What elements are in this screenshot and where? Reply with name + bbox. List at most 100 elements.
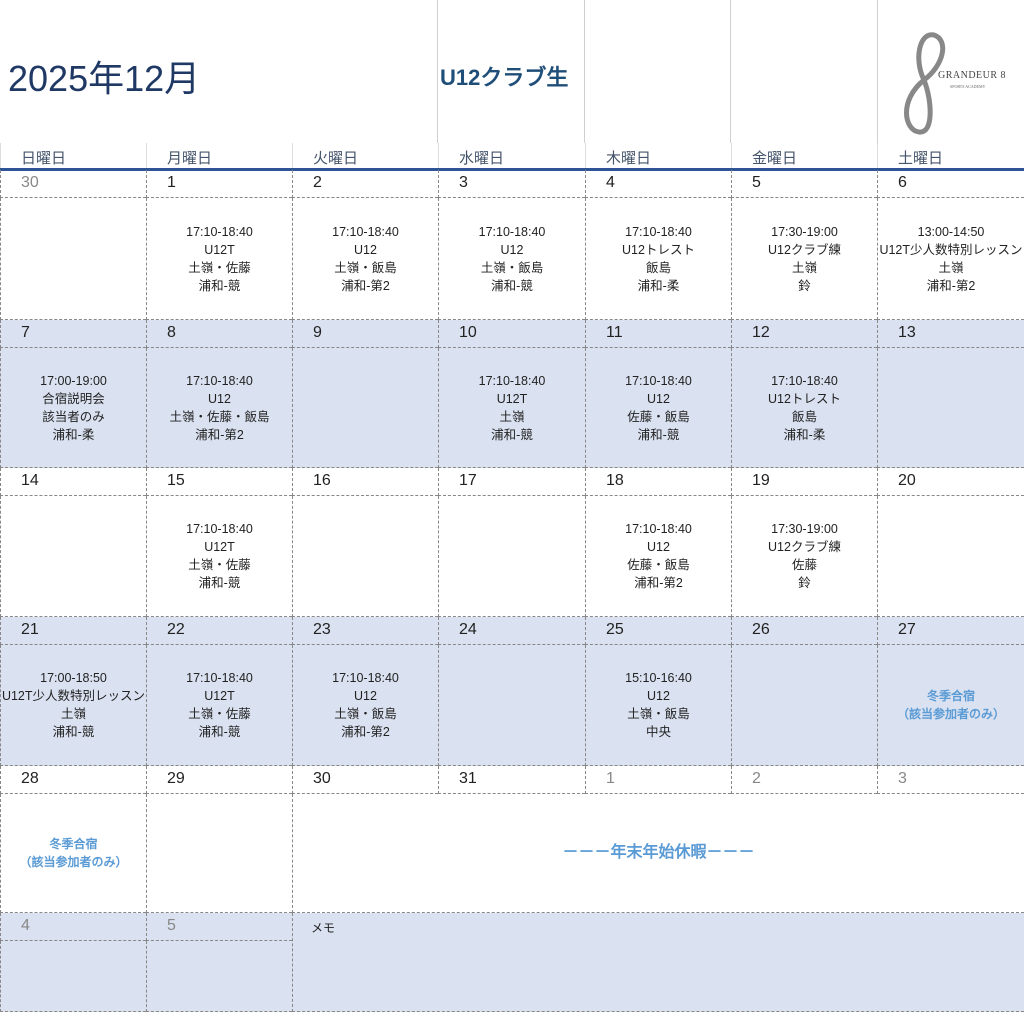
date-cell[interactable]: 16 [292, 468, 438, 496]
date-cell[interactable]: 10 [438, 320, 585, 348]
event-cell[interactable] [438, 645, 585, 766]
date-cell[interactable]: 22 [146, 617, 292, 645]
date-cell[interactable]: 13 [877, 320, 1024, 348]
event-cell[interactable]: 17:10-18:40 U12 土嶺・飯島 浦和-第2 [292, 645, 438, 766]
date-cell[interactable]: 17 [438, 468, 585, 496]
event-cell[interactable]: 17:10-18:40 U12T 土嶺 浦和-競 [438, 348, 585, 468]
event-cell[interactable]: 17:10-18:40 U12T 土嶺・佐藤 浦和-競 [146, 496, 292, 617]
event-cell[interactable]: 17:10-18:40 U12T 土嶺・佐藤 浦和-競 [146, 198, 292, 320]
event-cell[interactable]: 17:10-18:40 U12 佐藤・飯島 浦和-競 [585, 348, 731, 468]
date-cell[interactable]: 30 [0, 170, 146, 198]
date-cell[interactable]: 2 [292, 170, 438, 198]
date-cell[interactable]: 1 [146, 170, 292, 198]
event-line: 浦和-競 [198, 576, 241, 590]
date-cell[interactable]: 2 [731, 766, 877, 794]
special-event-text: （該当参加者のみ） [19, 855, 128, 869]
date-cell[interactable]: 11 [585, 320, 731, 348]
event-line: U12クラブ練 [768, 242, 841, 257]
date-cell[interactable]: 3 [438, 170, 585, 198]
event-cell[interactable]: 13:00-14:50 U12T少人数特別レッスン 土嶺 浦和-第2 [877, 198, 1024, 320]
event-cell[interactable]: 15:10-16:40 U12 土嶺・飯島 中央 [585, 645, 731, 766]
event-cell[interactable]: 17:10-18:40 U12トレスト 飯島 浦和-柔 [585, 198, 731, 320]
week-row: 21 17:00-18:50 U12T少人数特別レッスン 土嶺 浦和-競 22 17:10-… [0, 617, 1024, 766]
date-cell[interactable]: 15 [146, 468, 292, 496]
holiday-merged-cell[interactable]: －－－年末年始休暇－－－ [292, 794, 1024, 913]
day-name-header: 木曜日 [585, 143, 731, 170]
event-line: 飯島 [791, 409, 817, 424]
event-cell[interactable]: 17:30-19:00 U12クラブ練 佐藤鈴 [731, 496, 877, 617]
memo-area[interactable]: メモ [292, 913, 1024, 1012]
event-cell[interactable]: 17:10-18:40 U12トレスト 飯島 浦和-柔 [731, 348, 877, 468]
date-cell[interactable]: 7 [0, 320, 146, 348]
event-cell[interactable] [0, 941, 146, 1012]
event-line: 飯島 [645, 260, 671, 275]
event-line: 浦和-第2 [195, 427, 244, 442]
event-cell[interactable]: 17:10-18:40 U12 佐藤・飯島 浦和-第2 [585, 496, 731, 617]
week-row: 14 15 17:10-18:40 U12T 土嶺・佐藤 浦和-競 16 17 18 17:10-… [0, 468, 1024, 617]
event-cell[interactable] [0, 198, 146, 320]
date-cell[interactable]: 5 [731, 170, 877, 198]
date-cell[interactable]: 24 [438, 617, 585, 645]
event-cell[interactable]: 17:10-18:40 U12T 土嶺・佐藤 浦和-競 [146, 645, 292, 766]
event-line: U12T少人数特別レッスン [879, 242, 1023, 257]
event-line: 浦和-第2 [341, 278, 390, 293]
figure-eight-logo-icon [904, 32, 946, 135]
date-cell[interactable]: 19 [731, 468, 877, 496]
event-line: 17:00-18:50 [40, 671, 107, 685]
event-cell[interactable]: 17:00-19:00 合宿説明会 該当者のみ 浦和-柔 [0, 348, 146, 468]
date-cell[interactable]: 31 [438, 766, 585, 794]
event-cell[interactable] [877, 348, 1024, 468]
event-cell[interactable] [438, 496, 585, 617]
event-line: 17:10-18:40 [625, 373, 692, 388]
logo-subtext: SPORTS ACADEMY [950, 84, 986, 89]
date-cell[interactable]: 27 [877, 617, 1024, 645]
date-cell[interactable]: 21 [0, 617, 146, 645]
date-cell[interactable]: 3 [877, 766, 1024, 794]
date-cell[interactable]: 20 [877, 468, 1024, 496]
special-event-text: （該当参加者のみ） [896, 707, 1005, 721]
event-cell[interactable]: 冬季合宿 （該当参加者のみ） [877, 645, 1024, 766]
special-event-text: 冬季合宿 [926, 689, 975, 703]
event-line: 浦和-競 [198, 725, 241, 739]
date-cell[interactable]: 25 [585, 617, 731, 645]
event-line: 土嶺・飯島 [334, 707, 397, 721]
date-cell[interactable]: 4 [0, 913, 146, 941]
event-cell[interactable] [146, 941, 292, 1012]
date-cell[interactable]: 8 [146, 320, 292, 348]
header-cell [731, 0, 878, 143]
event-line: U12 [647, 540, 670, 554]
event-line: 17:10-18:40 [186, 522, 253, 536]
event-line: 17:30-19:00 [771, 224, 838, 239]
event-line: 浦和-競 [637, 427, 680, 442]
date-cell[interactable]: 29 [146, 766, 292, 794]
event-cell[interactable] [731, 645, 877, 766]
event-cell[interactable]: 17:00-18:50 U12T少人数特別レッスン 土嶺 浦和-競 [0, 645, 146, 766]
event-line: 15:10-16:40 [625, 671, 692, 685]
event-cell[interactable] [292, 348, 438, 468]
event-line: 佐藤・飯島 [627, 558, 690, 572]
date-cell[interactable]: 23 [292, 617, 438, 645]
date-cell[interactable]: 9 [292, 320, 438, 348]
date-cell[interactable]: 28 [0, 766, 146, 794]
date-cell[interactable]: 14 [0, 468, 146, 496]
event-cell[interactable]: 17:10-18:40 U12 土嶺・佐藤・飯島 浦和-第2 [146, 348, 292, 468]
event-cell[interactable]: 17:10-18:40 U12 土嶺・飯島 浦和-第2 [292, 198, 438, 320]
event-cell[interactable]: 17:10-18:40 U12 土嶺・飯島 浦和-競 [438, 198, 585, 320]
date-cell[interactable]: 18 [585, 468, 731, 496]
event-line: U12 [354, 689, 377, 703]
event-cell[interactable]: 冬季合宿 （該当参加者のみ） [0, 794, 146, 913]
date-cell[interactable]: 26 [731, 617, 877, 645]
date-cell[interactable]: 5 [146, 913, 292, 941]
event-cell[interactable] [292, 496, 438, 617]
event-line: 土嶺・佐藤 [188, 558, 251, 572]
event-line: 土嶺 [499, 409, 525, 424]
date-cell[interactable]: 6 [877, 170, 1024, 198]
date-cell[interactable]: 12 [731, 320, 877, 348]
date-cell[interactable]: 1 [585, 766, 731, 794]
event-cell[interactable]: 17:30-19:00 U12クラブ練 土嶺鈴 [731, 198, 877, 320]
event-cell[interactable] [146, 794, 292, 913]
event-cell[interactable] [877, 496, 1024, 617]
date-cell[interactable]: 30 [292, 766, 438, 794]
date-cell[interactable]: 4 [585, 170, 731, 198]
event-cell[interactable] [0, 496, 146, 617]
